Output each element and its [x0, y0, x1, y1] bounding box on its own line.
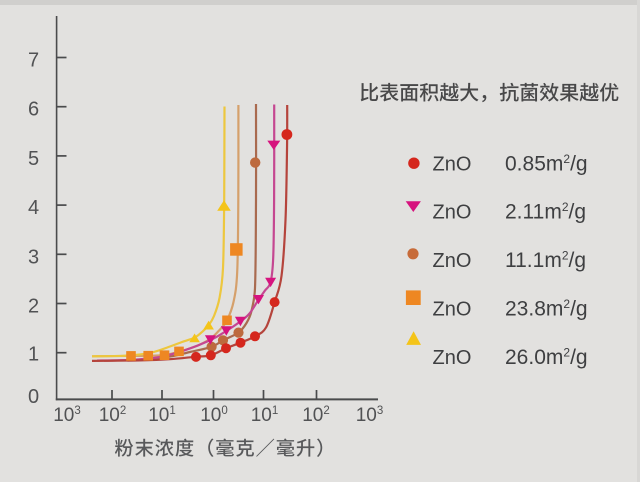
svg-text:11.1m2/g: 11.1m2/g [505, 249, 586, 273]
svg-text:ZnO: ZnO [433, 153, 472, 175]
svg-text:3: 3 [28, 246, 39, 268]
svg-text:101: 101 [251, 405, 279, 426]
svg-text:26.0m2/g: 26.0m2/g [505, 345, 588, 369]
svg-text:102: 102 [99, 405, 127, 426]
svg-text:100: 100 [200, 405, 228, 426]
svg-text:103: 103 [356, 405, 384, 426]
svg-text:4: 4 [28, 197, 39, 219]
svg-text:7: 7 [28, 50, 39, 72]
svg-text:101: 101 [148, 405, 176, 426]
svg-text:ZnO: ZnO [433, 298, 472, 320]
svg-text:6: 6 [28, 99, 39, 121]
svg-text:0: 0 [28, 386, 39, 408]
svg-text:ZnO: ZnO [433, 250, 472, 272]
svg-text:0.85m2/g: 0.85m2/g [505, 152, 588, 176]
svg-text:23.8m2/g: 23.8m2/g [505, 297, 588, 321]
svg-text:1: 1 [28, 344, 39, 366]
svg-text:ZnO: ZnO [433, 347, 472, 369]
svg-text:ZnO: ZnO [433, 202, 472, 224]
svg-text:2: 2 [28, 296, 39, 318]
svg-text:103: 103 [53, 405, 81, 426]
svg-text:102: 102 [302, 405, 330, 426]
svg-text:2.11m2/g: 2.11m2/g [505, 200, 586, 224]
svg-text:5: 5 [28, 148, 39, 170]
